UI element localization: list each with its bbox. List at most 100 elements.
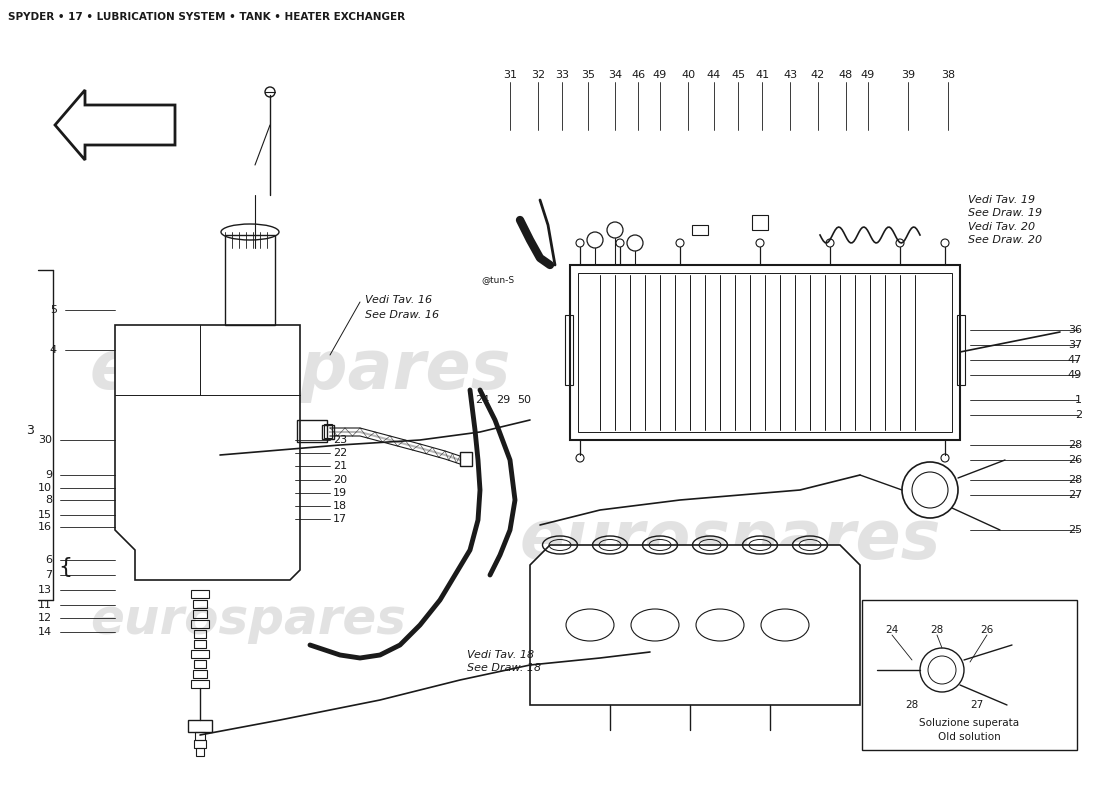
- Text: 37: 37: [1068, 340, 1082, 350]
- Text: 27: 27: [1068, 490, 1082, 500]
- Text: SPYDER • 17 • LUBRICATION SYSTEM • TANK • HEATER EXCHANGER: SPYDER • 17 • LUBRICATION SYSTEM • TANK …: [8, 12, 405, 22]
- Bar: [460, 452, 472, 466]
- Text: Vedi Tav. 19: Vedi Tav. 19: [968, 195, 1035, 205]
- Text: 8: 8: [45, 495, 52, 505]
- Text: Soluzione superata: Soluzione superata: [918, 718, 1019, 728]
- Text: 2: 2: [1075, 410, 1082, 420]
- Bar: [565, 315, 573, 385]
- Text: See Draw. 16: See Draw. 16: [365, 310, 439, 320]
- Text: 36: 36: [1068, 325, 1082, 335]
- Text: 25: 25: [1068, 525, 1082, 535]
- Text: Vedi Tav. 16: Vedi Tav. 16: [365, 295, 432, 305]
- Bar: [188, 720, 212, 732]
- Bar: [191, 590, 209, 598]
- Text: 7: 7: [45, 570, 52, 580]
- Bar: [578, 273, 952, 432]
- Bar: [191, 650, 209, 658]
- Text: 1: 1: [1075, 395, 1082, 405]
- Text: @tun-S: @tun-S: [482, 275, 515, 284]
- Text: See Draw. 20: See Draw. 20: [968, 235, 1042, 245]
- Text: See Draw. 19: See Draw. 19: [968, 208, 1042, 218]
- Text: 48: 48: [839, 70, 854, 80]
- Text: 24: 24: [886, 625, 899, 635]
- Bar: [192, 610, 207, 618]
- Text: 15: 15: [39, 510, 52, 520]
- Text: 43: 43: [783, 70, 798, 80]
- Text: Old solution: Old solution: [937, 732, 1000, 742]
- Text: 33: 33: [556, 70, 569, 80]
- Text: 28: 28: [1068, 440, 1082, 450]
- Text: 10: 10: [39, 483, 52, 493]
- Bar: [191, 680, 209, 688]
- Bar: [862, 600, 1077, 750]
- Text: 30: 30: [39, 435, 52, 445]
- Bar: [194, 660, 206, 668]
- Text: 49: 49: [1068, 370, 1082, 380]
- Text: 42: 42: [811, 70, 825, 80]
- Text: 23: 23: [333, 435, 348, 445]
- Bar: [297, 420, 327, 442]
- Text: 35: 35: [581, 70, 595, 80]
- Bar: [191, 620, 209, 628]
- Text: 11: 11: [39, 600, 52, 610]
- Text: 49: 49: [861, 70, 876, 80]
- Bar: [196, 748, 204, 756]
- Text: {: {: [58, 557, 73, 577]
- Text: eurospares: eurospares: [90, 596, 406, 644]
- Text: 4: 4: [50, 345, 57, 355]
- Polygon shape: [530, 545, 860, 705]
- Text: 40: 40: [681, 70, 695, 80]
- Text: 16: 16: [39, 522, 52, 532]
- Text: 6: 6: [45, 555, 52, 565]
- Text: 26: 26: [1068, 455, 1082, 465]
- Polygon shape: [116, 325, 300, 580]
- Text: 28: 28: [905, 700, 918, 710]
- Text: 17: 17: [333, 514, 348, 524]
- Text: 41: 41: [755, 70, 769, 80]
- Text: 13: 13: [39, 585, 52, 595]
- Text: 19: 19: [333, 488, 348, 498]
- Bar: [752, 215, 768, 230]
- Text: 34: 34: [608, 70, 623, 80]
- Bar: [194, 740, 206, 748]
- Text: 44: 44: [707, 70, 722, 80]
- Bar: [195, 732, 205, 740]
- Bar: [192, 670, 207, 678]
- Text: 24: 24: [475, 395, 490, 405]
- Text: 32: 32: [531, 70, 546, 80]
- Bar: [322, 425, 334, 439]
- Text: 45: 45: [730, 70, 745, 80]
- Text: 38: 38: [940, 70, 955, 80]
- Text: Vedi Tav. 20: Vedi Tav. 20: [968, 222, 1035, 232]
- Bar: [194, 630, 206, 638]
- Text: 47: 47: [1068, 355, 1082, 365]
- Text: Vedi Tav. 18: Vedi Tav. 18: [468, 650, 535, 660]
- Text: eurospares: eurospares: [520, 507, 942, 573]
- Bar: [692, 225, 708, 235]
- Text: 14: 14: [37, 627, 52, 637]
- Text: 9: 9: [45, 470, 52, 480]
- Bar: [957, 315, 965, 385]
- Text: 20: 20: [333, 475, 348, 485]
- Text: 5: 5: [50, 305, 57, 315]
- Text: 28: 28: [931, 625, 944, 635]
- Polygon shape: [55, 90, 175, 160]
- Text: 18: 18: [333, 501, 348, 511]
- Bar: [324, 424, 332, 438]
- Text: eurospares: eurospares: [90, 337, 512, 403]
- Text: 26: 26: [980, 625, 993, 635]
- Text: 50: 50: [517, 395, 531, 405]
- Bar: [226, 235, 275, 325]
- Text: 22: 22: [333, 448, 348, 458]
- Bar: [570, 265, 960, 440]
- Text: 12: 12: [37, 613, 52, 623]
- Text: 27: 27: [970, 700, 983, 710]
- Text: 3: 3: [26, 423, 34, 437]
- Text: 46: 46: [631, 70, 645, 80]
- Text: 28: 28: [1068, 475, 1082, 485]
- Bar: [194, 640, 206, 648]
- Text: See Draw. 18: See Draw. 18: [468, 663, 541, 673]
- Text: 49: 49: [653, 70, 667, 80]
- Text: 29: 29: [496, 395, 510, 405]
- Text: 39: 39: [901, 70, 915, 80]
